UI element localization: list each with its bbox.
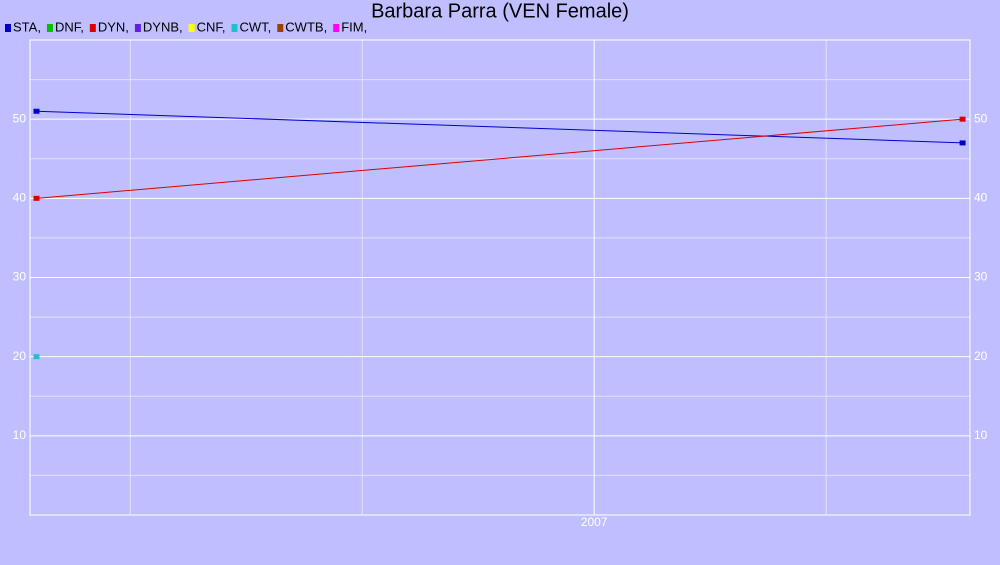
plot-border — [29, 39, 971, 516]
legend-swatch — [134, 24, 141, 32]
legend-swatch — [46, 24, 53, 32]
y2-tick-label: 40 — [974, 191, 988, 205]
legend-swatch — [89, 24, 96, 32]
series-line — [36, 118, 963, 199]
chart-title: Barbara Parra (VEN Female) — [371, 0, 629, 22]
point-marker — [33, 108, 40, 114]
legend-label: CNF, — [197, 19, 226, 34]
legend-swatch — [5, 24, 11, 32]
point-marker — [33, 195, 40, 201]
y2-tick-label: 10 — [974, 428, 988, 442]
y2-tick-label: 20 — [974, 349, 988, 363]
legend-swatch — [231, 24, 238, 32]
legend-label: DYNB, — [143, 19, 183, 34]
legend-label: CWT, — [240, 19, 272, 34]
point-marker — [33, 354, 40, 360]
legend-label: FIM, — [341, 19, 367, 34]
legend-label: DYN, — [98, 19, 129, 34]
legend-swatch — [277, 24, 284, 32]
legend-label: CWTB, — [285, 19, 327, 34]
point-marker — [959, 140, 966, 146]
legend-swatch — [188, 24, 195, 32]
y-tick-label: 30 — [13, 270, 27, 284]
y-tick-label: 40 — [13, 191, 27, 205]
legend-label: STA, — [13, 19, 41, 34]
y-tick-label: 50 — [13, 111, 27, 125]
y-tick-label: 20 — [13, 349, 27, 363]
legend-label: DNF, — [55, 19, 84, 34]
series-line — [36, 110, 963, 144]
x-tick-label: 2007 — [581, 515, 608, 529]
y-tick-label: 10 — [13, 428, 27, 442]
legend-swatch — [333, 24, 340, 32]
y2-tick-label: 30 — [974, 270, 988, 284]
y2-tick-label: 50 — [974, 111, 988, 125]
point-marker — [959, 116, 966, 122]
